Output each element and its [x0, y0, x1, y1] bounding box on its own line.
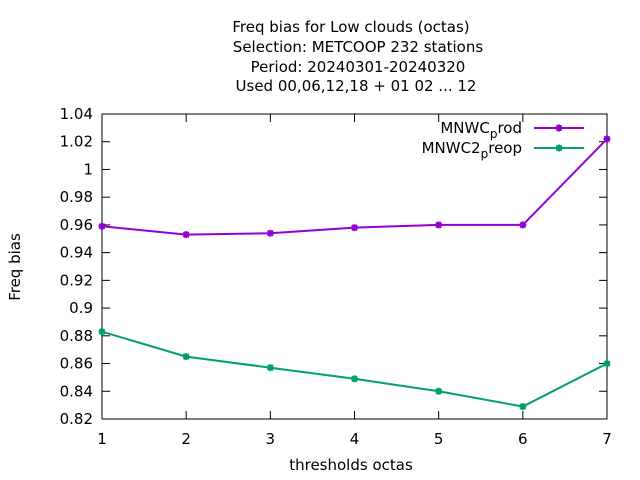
y-tick-label: 0.88: [60, 327, 93, 345]
y-axis-label: Freq bias: [6, 233, 24, 301]
plot-border: [101, 113, 608, 420]
data-point: [603, 360, 611, 368]
y-tick-label: 0.9: [69, 299, 93, 317]
title-line-2: Selection: METCOOP 232 stations: [233, 38, 484, 56]
series-layer: [98, 135, 611, 411]
series-line-2: [101, 330, 608, 408]
data-point: [351, 375, 358, 383]
data-point: [435, 387, 443, 395]
title-line-4: Used 00,06,12,18 + 01 02 ... 12: [236, 77, 477, 95]
y-tick-label: 1: [83, 160, 93, 178]
data-point: [351, 224, 358, 232]
data-point: [519, 221, 527, 229]
data-point: [603, 135, 611, 143]
title-line-3: Period: 20240301-20240320: [251, 58, 466, 76]
y-tick-label: 0.92: [60, 271, 93, 289]
title-line-1: Freq bias for Low clouds (octas): [232, 18, 469, 36]
y-tick-label: 0.96: [60, 216, 93, 234]
x-tick-label: 5: [434, 430, 444, 448]
series-line-1: [101, 138, 608, 236]
series-1: [98, 135, 611, 239]
y-tick-label: 0.98: [60, 188, 93, 206]
legend-point: [555, 124, 563, 132]
x-tick-label: 2: [181, 430, 191, 448]
legend: MNWCprod MNWC2preop: [422, 119, 584, 161]
y-tick-label: 0.82: [60, 410, 93, 428]
y-tick-label: 0.86: [60, 355, 93, 373]
x-tick-label: 3: [266, 430, 276, 448]
legend-entry-2: MNWC2preop: [422, 139, 584, 161]
chart-title: Freq bias for Low clouds (octas) Selecti…: [232, 18, 483, 95]
data-point: [98, 328, 106, 336]
data-point: [182, 231, 190, 239]
x-tick-label: 4: [350, 430, 360, 448]
legend-marker-2: [555, 144, 563, 152]
data-point: [182, 353, 190, 361]
x-tick-label: 1: [97, 430, 107, 448]
series-2: [98, 328, 611, 411]
x-axis: 1 2 3 4 5 6 7: [97, 114, 612, 448]
legend-point: [555, 144, 563, 152]
x-tick-label: 6: [518, 430, 528, 448]
y-tick-label: 1.02: [60, 133, 93, 151]
y-tick-label: 0.84: [60, 382, 93, 400]
y-axis: 0.82 0.84 0.86 0.88 0.9 0.92 0.94 0.96 0.98 1 1.02…: [60, 105, 607, 428]
data-point: [435, 221, 443, 229]
data-point: [266, 229, 274, 237]
data-point: [266, 364, 274, 372]
data-point: [519, 403, 527, 411]
legend-label-1: MNWCprod: [440, 119, 522, 141]
x-tick-label: 7: [602, 430, 612, 448]
y-tick-label: 1.04: [60, 105, 93, 123]
legend-entry-1: MNWCprod: [440, 119, 584, 141]
legend-label-2: MNWC2preop: [422, 139, 522, 161]
y-tick-label: 0.94: [60, 244, 93, 262]
legend-marker-1: [555, 124, 563, 132]
data-point: [98, 222, 106, 230]
x-axis-label: thresholds octas: [289, 456, 413, 474]
